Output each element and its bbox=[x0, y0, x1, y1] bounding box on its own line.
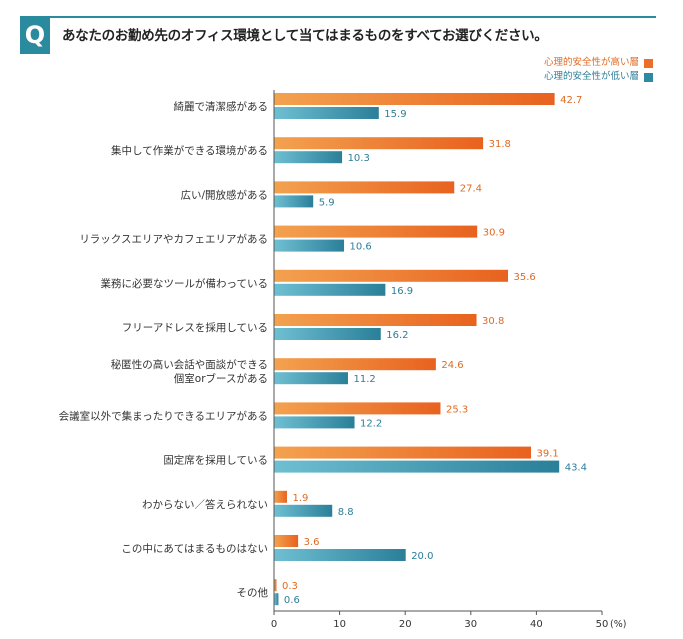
bar-low bbox=[274, 328, 381, 340]
bar-high bbox=[274, 358, 436, 371]
bar-low bbox=[274, 239, 345, 252]
bar-low bbox=[274, 549, 406, 561]
x-tick-label: 40 bbox=[530, 619, 543, 630]
category-label: 業務に必要なツールが備わっている bbox=[101, 277, 268, 290]
x-tick-label: 10 bbox=[333, 619, 346, 630]
bar-high bbox=[274, 137, 484, 150]
data-label-low: 0.6 bbox=[284, 595, 300, 606]
category-label: 集中して作業ができる環境がある bbox=[111, 144, 268, 157]
category-label: 綺麗で清潔感がある bbox=[174, 100, 269, 113]
legend-label-low: 心理的安全性が低い層 bbox=[543, 71, 639, 82]
x-tick-label: 50 bbox=[596, 619, 609, 630]
bar-high bbox=[274, 93, 555, 105]
category-label: その他 bbox=[237, 586, 269, 599]
bar-high bbox=[274, 535, 299, 547]
data-label-high: 39.1 bbox=[536, 449, 558, 460]
data-label-low: 12.2 bbox=[360, 418, 382, 429]
question-text: あなたのお勤め先のオフィス環境として当てはまるものをすべてお選びください。 bbox=[62, 28, 548, 44]
data-label-low: 15.9 bbox=[384, 109, 406, 120]
chart-legend: 心理的安全性が高い層 心理的安全性が低い層 bbox=[544, 56, 653, 84]
question-badge: Q bbox=[20, 16, 50, 54]
data-label-low: 10.6 bbox=[350, 242, 372, 253]
x-tick-label: 20 bbox=[399, 619, 412, 630]
data-label-low: 16.9 bbox=[391, 286, 413, 297]
bar-high bbox=[274, 402, 441, 415]
bar-high bbox=[274, 269, 509, 282]
data-label-low: 8.8 bbox=[338, 507, 354, 518]
data-label-high: 30.8 bbox=[482, 316, 504, 327]
data-label-low: 16.2 bbox=[386, 330, 408, 341]
data-label-high: 27.4 bbox=[460, 183, 482, 194]
bar-low bbox=[274, 107, 379, 119]
data-label-high: 35.6 bbox=[514, 272, 536, 283]
data-label-low: 43.4 bbox=[565, 463, 587, 474]
bar-low bbox=[274, 593, 279, 606]
category-label-line: 個室orブースがある bbox=[174, 372, 268, 385]
x-tick-label: 30 bbox=[464, 619, 477, 630]
data-label-high: 25.3 bbox=[446, 404, 468, 415]
bar-low bbox=[274, 460, 560, 473]
bar-high bbox=[274, 446, 531, 459]
data-label-low: 10.3 bbox=[348, 153, 370, 164]
bar-low bbox=[274, 416, 355, 429]
data-label-high: 24.6 bbox=[441, 360, 463, 371]
legend-item-low: 心理的安全性が低い層 bbox=[544, 70, 653, 84]
category-label: フリーアドレスを採用している bbox=[122, 321, 268, 334]
bar-low bbox=[274, 504, 333, 517]
category-label: 固定席を採用している bbox=[163, 454, 268, 467]
data-label-low: 11.2 bbox=[353, 374, 375, 385]
bar-high bbox=[274, 490, 287, 503]
category-label: リラックスエリアやカフェエリアがある bbox=[79, 233, 268, 246]
data-label-low: 5.9 bbox=[319, 197, 335, 208]
category-label: 秘匿性の高い会話や面談ができる個室orブースがある bbox=[111, 358, 268, 385]
bar-high bbox=[274, 181, 455, 194]
legend-swatch-high bbox=[644, 58, 653, 68]
header-rule bbox=[50, 16, 656, 18]
legend-label-high: 心理的安全性が高い層 bbox=[543, 57, 639, 68]
bar-low bbox=[274, 195, 314, 208]
bar-high bbox=[274, 314, 477, 326]
bar-high bbox=[274, 225, 478, 238]
category-label: 広い/開放感がある bbox=[180, 188, 268, 201]
category-label-line: 秘匿性の高い会話や面談ができる bbox=[111, 358, 268, 371]
data-label-high: 42.7 bbox=[560, 95, 582, 106]
data-label-high: 0.3 bbox=[282, 581, 298, 592]
bar-low bbox=[274, 151, 343, 164]
x-axis-unit: (%) bbox=[610, 619, 626, 630]
legend-swatch-low bbox=[644, 72, 653, 82]
category-label: わからない／答えられない bbox=[142, 498, 268, 511]
bar-low bbox=[274, 283, 386, 296]
x-tick-label: 0 bbox=[271, 619, 277, 630]
bar-low bbox=[274, 372, 348, 385]
category-label: この中にあてはまるものはない bbox=[121, 542, 268, 555]
data-label-high: 31.8 bbox=[489, 139, 511, 150]
data-label-high: 1.9 bbox=[292, 493, 308, 504]
legend-item-high: 心理的安全性が高い層 bbox=[544, 56, 653, 70]
data-label-high: 3.6 bbox=[304, 537, 320, 548]
data-label-high: 30.9 bbox=[483, 228, 505, 239]
bar-high bbox=[274, 579, 277, 592]
data-label-low: 20.0 bbox=[411, 551, 433, 562]
category-label: 会議室以外で集まったりできるエリアがある bbox=[59, 409, 268, 422]
